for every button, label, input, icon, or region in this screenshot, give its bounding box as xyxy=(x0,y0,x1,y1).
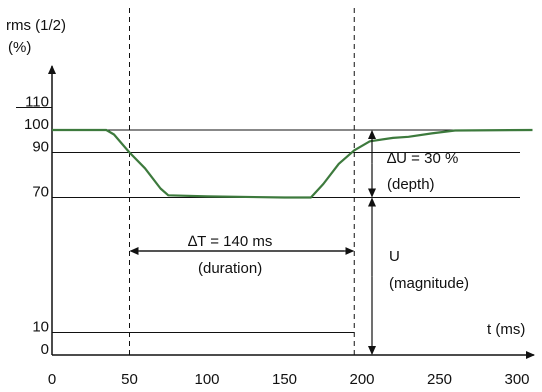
delta-u-sub-label: (depth) xyxy=(387,176,435,193)
x-tick-label: 300 xyxy=(504,371,529,388)
y-tick-label: 10 xyxy=(32,319,49,336)
y-tick-label: 110 xyxy=(25,94,49,111)
y-tick-label: 90 xyxy=(32,139,49,156)
delta-u-label: ∆U = 30 % xyxy=(387,150,458,167)
y-tick-label: 70 xyxy=(32,184,49,201)
y-axis-label-line2: (%) xyxy=(8,39,31,56)
u-sub-label: (magnitude) xyxy=(389,275,469,292)
delta-t-label: ∆T = 140 ms xyxy=(188,233,272,250)
tick-labels: 0 50 100 150 200 250 300 0 10 70 90 100 110 xyxy=(16,94,530,388)
event-boundary-lines xyxy=(129,8,355,355)
y-tick-label: 100 xyxy=(24,116,49,133)
x-tick-label: 100 xyxy=(194,371,219,388)
series-0-line xyxy=(52,128,533,199)
x-tick-label: 50 xyxy=(121,371,138,388)
u-label: U xyxy=(389,248,400,265)
y-tick-label: 0 xyxy=(41,341,49,358)
y-axis-label-line1: rms (1/2) xyxy=(6,17,66,34)
x-tick-label: 250 xyxy=(427,371,452,388)
x-tick-label: 200 xyxy=(349,371,374,388)
delta-t-sub-label: (duration) xyxy=(198,260,262,277)
dimension-arrows xyxy=(129,130,376,355)
axes xyxy=(48,65,535,359)
x-tick-label: 150 xyxy=(272,371,297,388)
x-tick-label: 0 xyxy=(48,371,56,388)
x-axis-label: t (ms) xyxy=(487,321,525,338)
series-layer xyxy=(52,128,533,199)
